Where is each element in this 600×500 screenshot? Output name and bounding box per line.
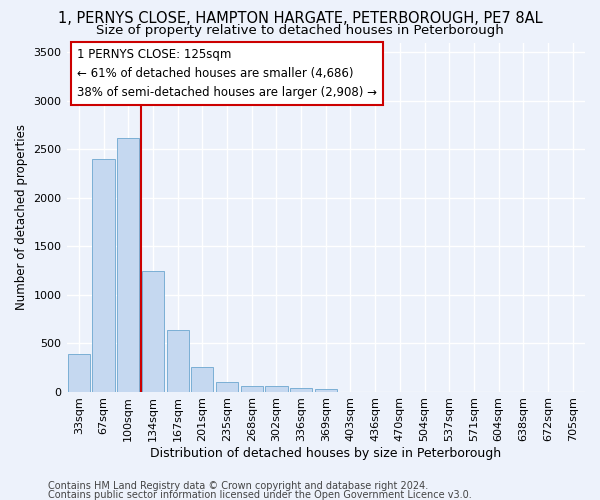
Text: Contains HM Land Registry data © Crown copyright and database right 2024.: Contains HM Land Registry data © Crown c… bbox=[48, 481, 428, 491]
Bar bbox=[142, 272, 164, 392]
Y-axis label: Number of detached properties: Number of detached properties bbox=[15, 124, 28, 310]
Bar bbox=[241, 386, 263, 392]
Bar bbox=[167, 330, 189, 392]
Bar bbox=[314, 388, 337, 392]
Bar bbox=[290, 388, 312, 392]
Bar bbox=[68, 354, 90, 392]
Text: Size of property relative to detached houses in Peterborough: Size of property relative to detached ho… bbox=[96, 24, 504, 37]
Bar bbox=[117, 138, 139, 392]
X-axis label: Distribution of detached houses by size in Peterborough: Distribution of detached houses by size … bbox=[150, 447, 502, 460]
Bar bbox=[92, 159, 115, 392]
Bar bbox=[191, 367, 214, 392]
Text: 1 PERNYS CLOSE: 125sqm
← 61% of detached houses are smaller (4,686)
38% of semi-: 1 PERNYS CLOSE: 125sqm ← 61% of detached… bbox=[77, 48, 377, 98]
Bar bbox=[216, 382, 238, 392]
Text: 1, PERNYS CLOSE, HAMPTON HARGATE, PETERBOROUGH, PE7 8AL: 1, PERNYS CLOSE, HAMPTON HARGATE, PETERB… bbox=[58, 11, 542, 26]
Text: Contains public sector information licensed under the Open Government Licence v3: Contains public sector information licen… bbox=[48, 490, 472, 500]
Bar bbox=[265, 386, 287, 392]
